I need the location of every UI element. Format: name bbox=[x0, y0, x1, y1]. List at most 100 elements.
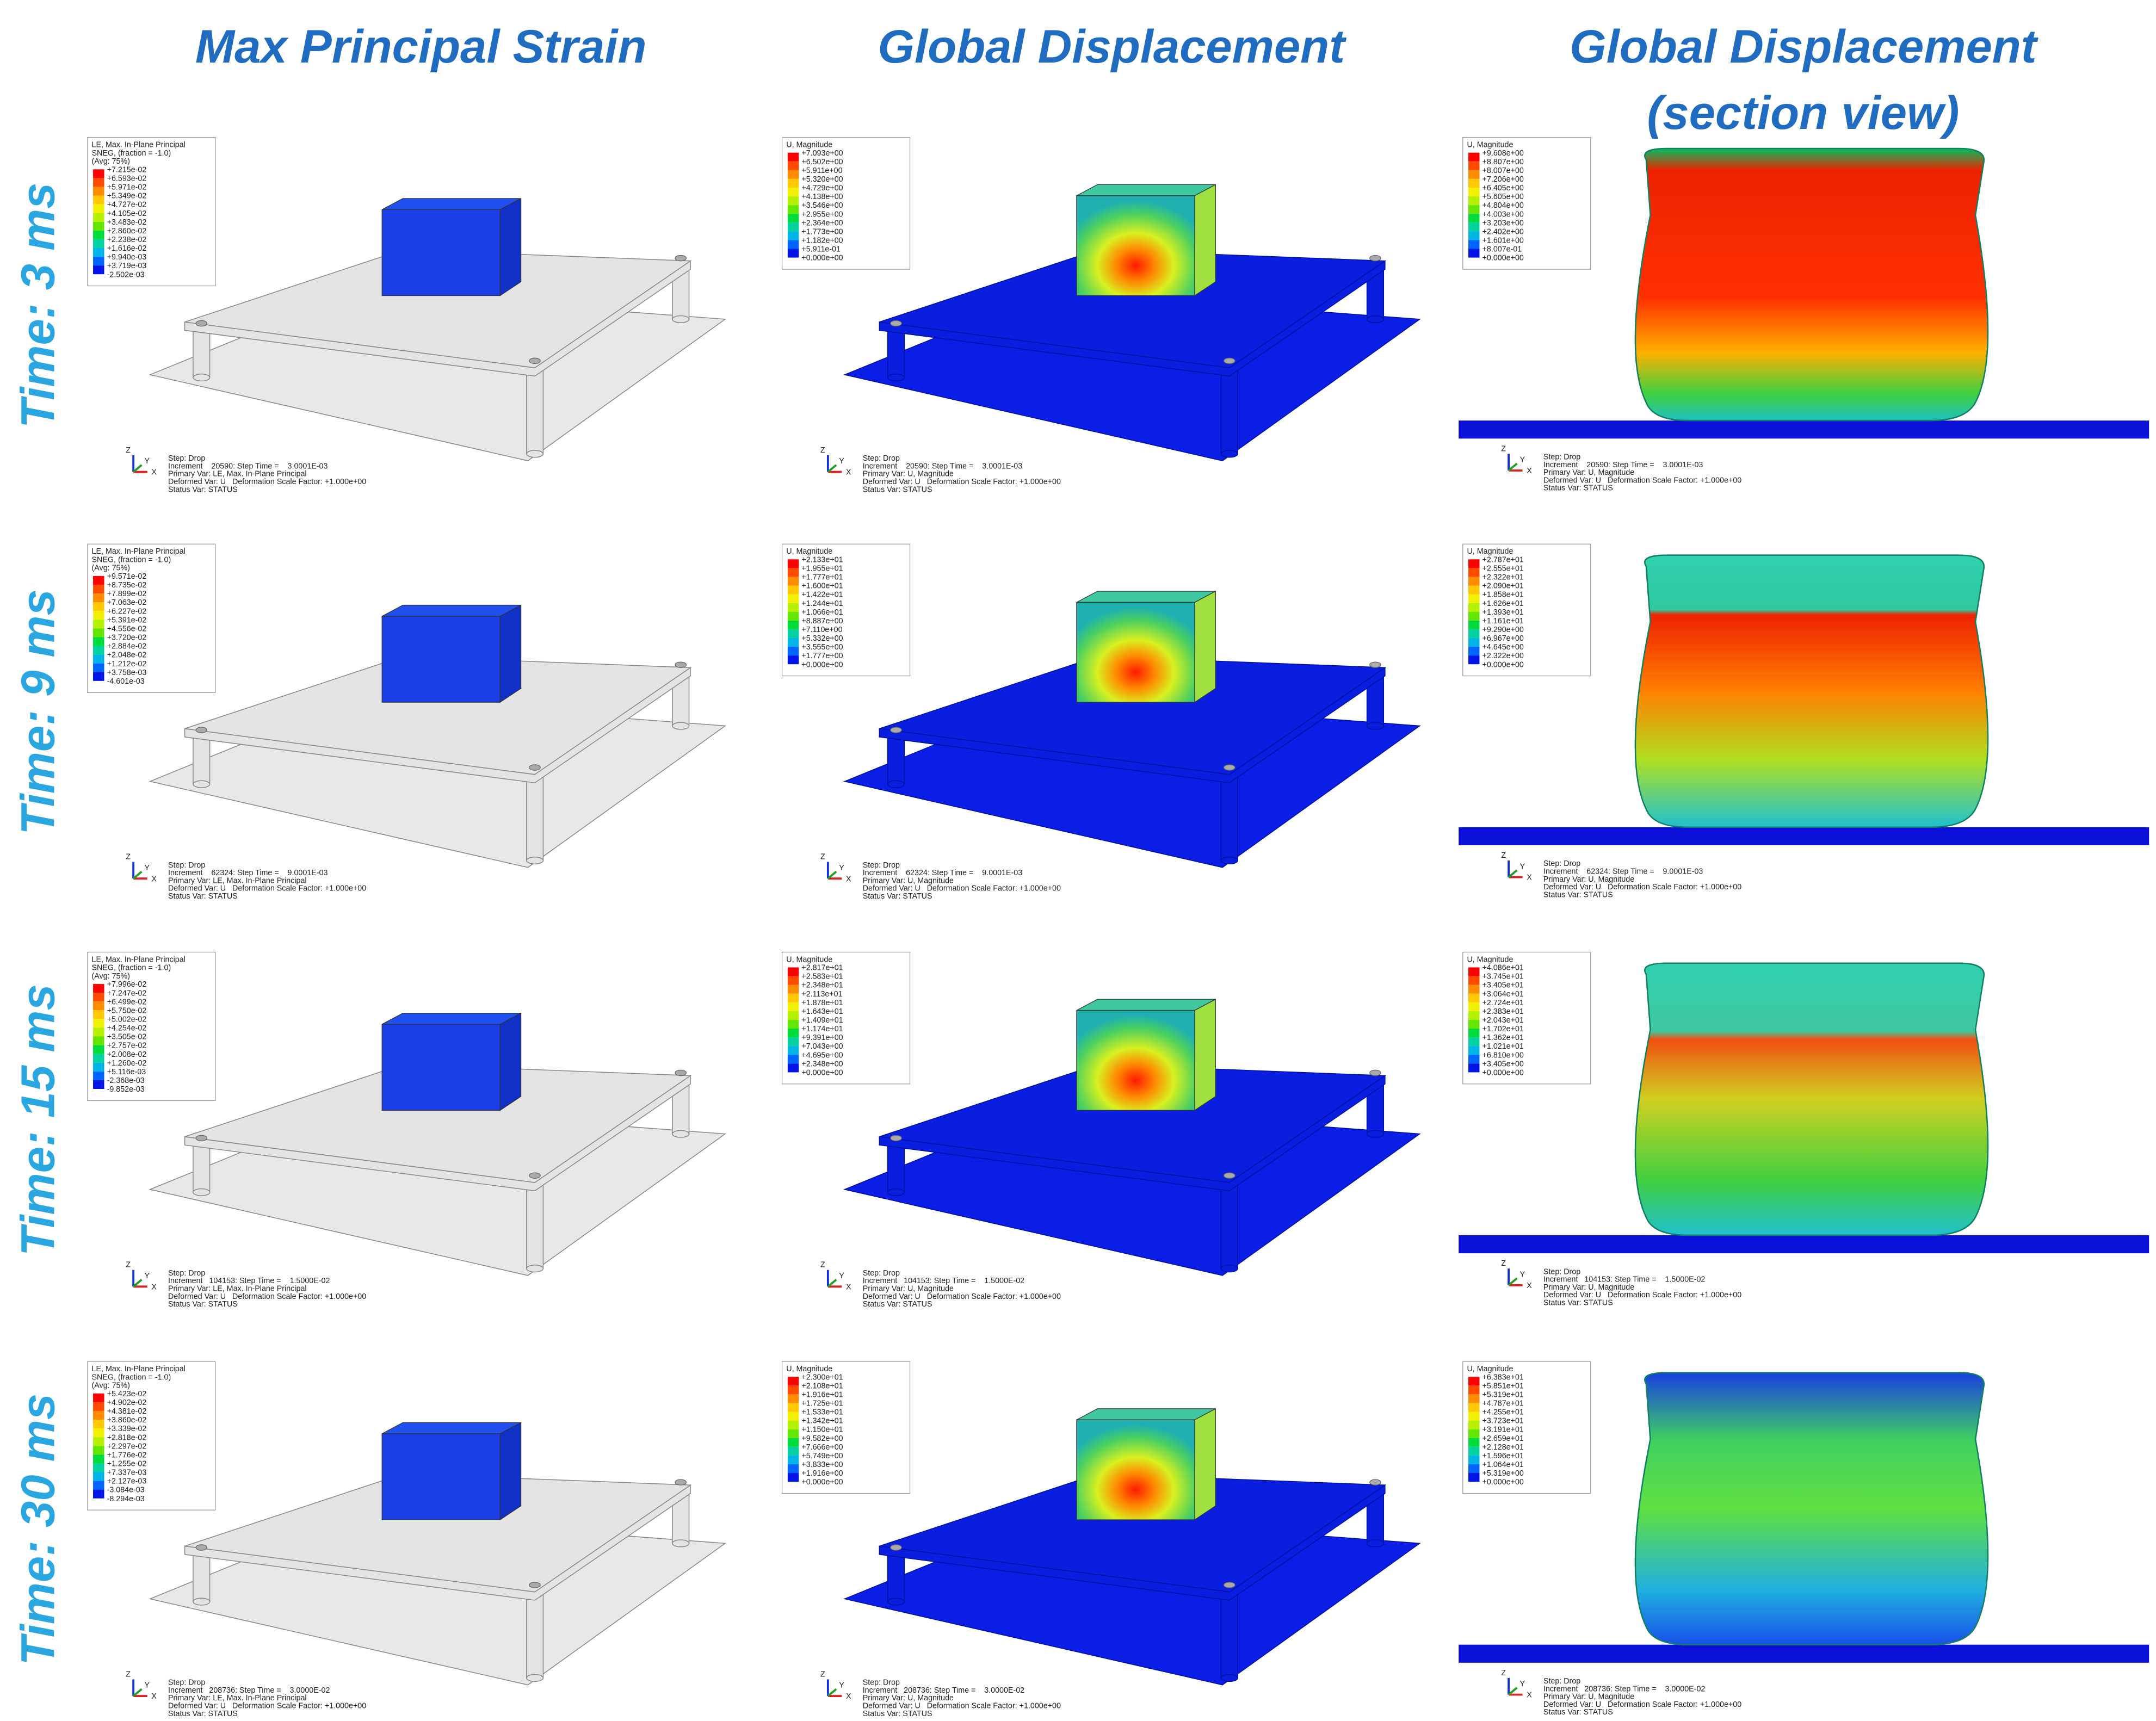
legend-value: +5.749e+00 bbox=[801, 1452, 843, 1460]
status-text: Deformed Var: U Deformation Scale Factor… bbox=[863, 478, 1061, 486]
legend-value: +1.182e+00 bbox=[801, 237, 843, 245]
box-front bbox=[381, 1433, 501, 1520]
triad-label: Z bbox=[820, 1670, 825, 1679]
legend-value: +1.212e-02 bbox=[107, 660, 147, 668]
legend-value: +2.402e+00 bbox=[1482, 227, 1524, 236]
status-text: Deformed Var: U Deformation Scale Factor… bbox=[863, 1292, 1061, 1301]
legend-value: +3.720e-02 bbox=[107, 634, 147, 642]
legend-value: +2.860e-02 bbox=[107, 227, 147, 236]
legend-frame bbox=[1462, 137, 1591, 270]
status-text: Step: Drop bbox=[863, 454, 900, 463]
legend-value: +5.391e-02 bbox=[107, 616, 147, 624]
legend-swatch bbox=[93, 1045, 104, 1054]
legend-swatch bbox=[787, 1473, 799, 1482]
leg-foot bbox=[193, 1598, 211, 1606]
legend-title: U, Magnitude bbox=[786, 140, 832, 149]
legend-swatch bbox=[787, 1412, 799, 1421]
row-label: Time: 3 ms bbox=[12, 183, 65, 429]
leg bbox=[526, 1587, 544, 1679]
top-plate bbox=[184, 1474, 692, 1593]
box-front bbox=[381, 1024, 501, 1111]
legend-swatch bbox=[93, 1080, 104, 1089]
status-text: Deformed Var: U Deformation Scale Factor… bbox=[1543, 1700, 1741, 1709]
legend-title: U, Magnitude bbox=[786, 1365, 832, 1373]
legend-value: +3.483e-02 bbox=[107, 218, 147, 227]
status-text: Step: Drop bbox=[1543, 453, 1580, 462]
legend-swatch bbox=[787, 559, 799, 568]
triad-label: Z bbox=[126, 1261, 131, 1270]
legend-swatch bbox=[93, 265, 104, 275]
legend-title: U, Magnitude bbox=[1467, 547, 1513, 556]
legend-value: +1.626e+01 bbox=[1482, 599, 1524, 608]
legend-swatch bbox=[93, 993, 104, 1002]
column-header: (section view) bbox=[1647, 86, 1959, 139]
legend-swatch bbox=[787, 1403, 799, 1412]
legend-value: -9.852e-03 bbox=[107, 1085, 145, 1094]
legend-swatch bbox=[1468, 1438, 1480, 1447]
legend-value: +6.383e+01 bbox=[1482, 1373, 1524, 1382]
status-text: Step: Drop bbox=[168, 861, 205, 870]
legend-swatch bbox=[787, 620, 799, 629]
status-text: Deformed Var: U Deformation Scale Factor… bbox=[1543, 476, 1741, 485]
legend-value: +8.007e-01 bbox=[1482, 245, 1522, 254]
box-front bbox=[1076, 1010, 1195, 1111]
result-panel: U, Magnitude+6.383e+01+5.851e+01+5.319e+… bbox=[1459, 1361, 2149, 1717]
legend-value: +5.911e+00 bbox=[801, 166, 842, 175]
legend-swatch bbox=[1468, 647, 1480, 656]
legend-value: +3.745e+01 bbox=[1482, 973, 1524, 981]
legend-frame bbox=[87, 543, 216, 693]
legend-swatch bbox=[1468, 161, 1480, 170]
legend-value: +3.860e-02 bbox=[107, 1416, 147, 1425]
legend-swatch bbox=[1468, 1377, 1480, 1386]
box-side bbox=[1194, 590, 1216, 703]
legend-value: +1.260e-02 bbox=[107, 1059, 147, 1068]
status-text: Deformed Var: U Deformation Scale Factor… bbox=[168, 884, 366, 893]
legend-value: +0.000e+00 bbox=[1482, 254, 1524, 263]
leg bbox=[887, 1140, 905, 1193]
triad-label: X bbox=[151, 875, 157, 883]
triad-label: Y bbox=[145, 1681, 150, 1690]
legend-swatch bbox=[93, 672, 104, 681]
legend-value: +2.884e-02 bbox=[107, 642, 147, 651]
triad-label: Z bbox=[126, 852, 131, 861]
row-label: Time: 15 ms bbox=[12, 984, 65, 1256]
legend-swatch bbox=[1468, 196, 1480, 206]
legend-swatch bbox=[787, 629, 799, 638]
legend-swatch bbox=[93, 221, 104, 231]
legend-value: +7.043e+00 bbox=[801, 1042, 843, 1051]
box-side bbox=[1194, 999, 1216, 1111]
legend-swatch bbox=[787, 1019, 799, 1029]
status-text: Increment 104153: Step Time = 1.5000E-02 bbox=[168, 1277, 330, 1285]
column-header: Max Principal Strain bbox=[195, 20, 647, 73]
legend-value: +9.940e-03 bbox=[107, 253, 147, 262]
bolt bbox=[1369, 1479, 1381, 1485]
legend-swatch bbox=[1468, 1029, 1480, 1038]
status-text: Increment 62324: Step Time = 9.0001E-03 bbox=[168, 869, 328, 877]
triad-label: Y bbox=[145, 864, 150, 872]
legend-swatch bbox=[787, 976, 799, 985]
legend-value: +5.320e+00 bbox=[801, 175, 843, 184]
legend-value: +1.702e+01 bbox=[1482, 1025, 1524, 1033]
box-side bbox=[499, 604, 522, 703]
box-front bbox=[1076, 602, 1195, 703]
result-panel: U, Magnitude+9.608e+00+8.807e+00+8.007e+… bbox=[1459, 137, 2149, 493]
legend-value: +2.818e-02 bbox=[107, 1433, 147, 1442]
status-text: Primary Var: U, Magnitude bbox=[1543, 1693, 1634, 1701]
legend-swatch bbox=[787, 240, 799, 249]
legend-value: +1.773e+00 bbox=[801, 227, 843, 236]
leg-foot bbox=[526, 1265, 544, 1273]
legend-swatch bbox=[787, 1446, 799, 1456]
triad-y bbox=[132, 464, 143, 473]
legend-value: +3.339e-02 bbox=[107, 1425, 147, 1433]
legend-swatch bbox=[93, 646, 104, 655]
legend-value: +1.021e+01 bbox=[1482, 1042, 1524, 1051]
legend-value: +8.807e+00 bbox=[1482, 158, 1524, 166]
legend-value: +1.643e+01 bbox=[801, 1007, 843, 1016]
top-plate bbox=[879, 1474, 1387, 1593]
legend-value: +3.555e+00 bbox=[801, 643, 843, 652]
legend-value: +5.319e+00 bbox=[1482, 1469, 1524, 1478]
legend-value: +5.002e-02 bbox=[107, 1016, 147, 1024]
triad-label: Z bbox=[820, 1261, 825, 1270]
leg bbox=[1220, 770, 1238, 861]
leg bbox=[1220, 1587, 1238, 1679]
